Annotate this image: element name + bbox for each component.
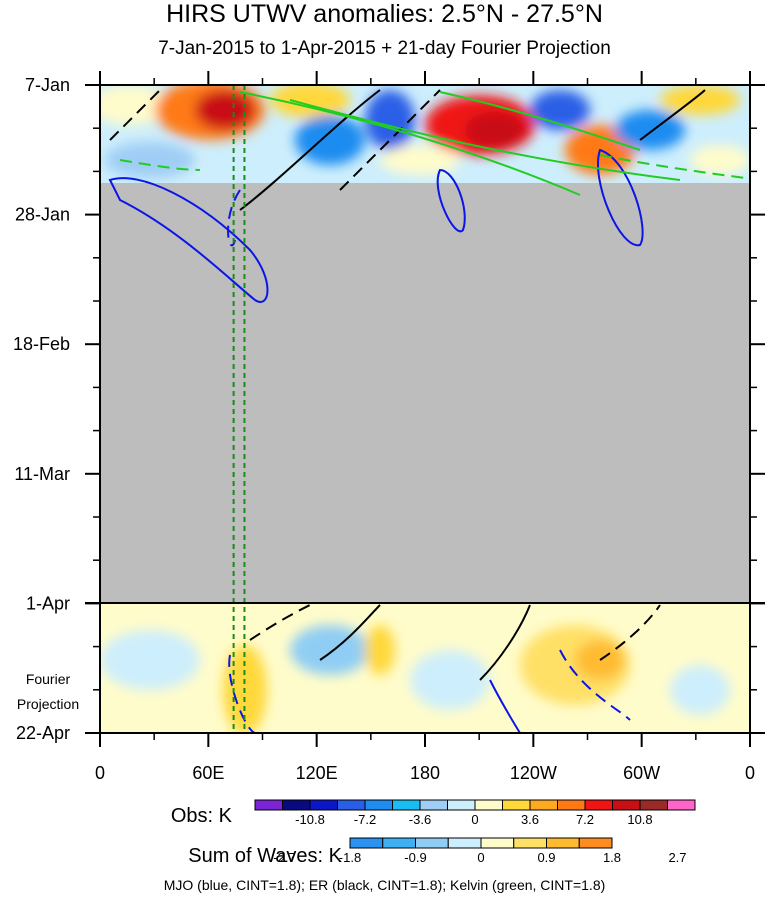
colorbar-tick-label: 7.2 [576, 812, 594, 827]
chart-title: HIRS UTWV anomalies: 2.5°N - 27.5°N [166, 0, 603, 28]
y-tick-label: 18-Feb [13, 334, 70, 354]
x-tick-label: 120W [510, 763, 557, 783]
projection-side-label-line2: Projection [17, 696, 79, 712]
mjo-contour [108, 177, 269, 303]
colorbar-swatch [529, 799, 558, 811]
colorbar-swatch [578, 837, 613, 849]
colorbar-swatch [584, 799, 613, 811]
wave-contours [108, 89, 746, 733]
colorbar-swatch [419, 799, 448, 811]
colorbar-tick-label: 0.9 [537, 850, 555, 865]
colorbar-swatch [309, 799, 338, 811]
er-contour [599, 604, 661, 661]
colorbar-tick-label: -3.6 [409, 812, 431, 827]
colorbar-swatch [415, 837, 449, 849]
y-tick-label: 28-Jan [15, 205, 70, 225]
er-contour [319, 604, 381, 661]
waves-colorbar: -2.7 -1.8 -0.9 0 0.9 1.8 2.7 [273, 837, 687, 865]
colorbar-swatch [282, 799, 311, 811]
colorbar-swatch [639, 799, 668, 811]
y-tick-label: 7-Jan [25, 75, 70, 95]
colorbar-tick-label: -0.9 [404, 850, 426, 865]
colorbar-tick-label: -2.7 [273, 850, 295, 865]
x-tick-label: 180 [410, 763, 440, 783]
colorbar-swatch [382, 837, 416, 849]
contour-legend: MJO (blue, CINT=1.8); ER (black, CINT=1.… [163, 877, 606, 893]
colorbar-tick-label: 10.8 [627, 812, 652, 827]
colorbar-tick-label: 2.7 [668, 850, 686, 865]
x-tick-label: 120E [296, 763, 338, 783]
x-tick-label: 60W [623, 763, 660, 783]
chart-subtitle: 7-Jan-2015 to 1-Apr-2015 + 21-day Fourie… [158, 38, 611, 59]
colorbar-swatch [337, 799, 366, 811]
obs-colorbar: -10.8 -7.2 -3.6 0 3.6 7.2 10.8 [254, 799, 696, 827]
er-contour [109, 89, 161, 141]
y-axis: 7-Jan 28-Jan 18-Feb 11-Mar 1-Apr 22-Apr [13, 75, 765, 743]
kelvin-contour [119, 159, 201, 171]
colorbar-swatch [364, 799, 393, 811]
colorbar-tick-label: 0 [477, 850, 484, 865]
kelvin-contour [239, 91, 581, 196]
colorbar-swatch [254, 799, 283, 811]
colorbar-tick-label: -10.8 [295, 812, 325, 827]
er-contour [249, 604, 311, 641]
mjo-contour [436, 168, 466, 233]
colorbar-swatch [546, 837, 580, 849]
er-contour [339, 89, 441, 191]
colorbar-swatch [480, 837, 515, 849]
colorbar-swatch [349, 837, 384, 849]
colorbar-swatch [513, 837, 547, 849]
colorbar-tick-label: 3.6 [521, 812, 539, 827]
waves-colorbar-label: Sum of Waves: K [188, 845, 342, 867]
y-tick-label: 22-Apr [16, 723, 70, 743]
colorbar-swatch [502, 799, 531, 811]
colorbar-tick-label: -1.8 [339, 850, 361, 865]
kelvin-contour [289, 99, 681, 181]
obs-colorbar-label: Obs: K [171, 805, 233, 827]
missing-data-region [100, 183, 750, 603]
colorbar-swatch [447, 799, 476, 811]
x-axis: 0 60E 120E 180 120W 60W 0 [95, 71, 755, 783]
projection-anomaly-field [100, 603, 750, 733]
colorbar-swatch [612, 799, 641, 811]
reference-lines [232, 85, 246, 733]
x-tick-label: 60E [192, 763, 224, 783]
colorbar-swatch [557, 799, 586, 811]
colorbar-swatch [447, 837, 482, 849]
y-tick-label: 11-Mar [14, 464, 70, 484]
mjo-contour [227, 189, 241, 247]
er-contour [639, 89, 706, 141]
x-tick-label: 0 [95, 763, 105, 783]
colorbar-swatch [474, 799, 503, 811]
colorbar-swatch [667, 799, 696, 811]
mjo-contour [559, 649, 631, 721]
mjo-contour [489, 679, 521, 733]
er-contour [239, 89, 381, 211]
colorbar-tick-label: 1.8 [603, 850, 621, 865]
colorbar-swatch [392, 799, 421, 811]
kelvin-contour [439, 91, 641, 151]
projection-side-label-line1: Fourier [26, 671, 71, 687]
y-tick-label: 1-Apr [26, 593, 70, 613]
x-tick-label: 0 [745, 763, 755, 783]
mjo-contour [228, 654, 256, 733]
er-contour [479, 604, 531, 681]
colorbar-tick-label: 0 [471, 812, 478, 827]
colorbar-tick-label: -7.2 [354, 812, 376, 827]
